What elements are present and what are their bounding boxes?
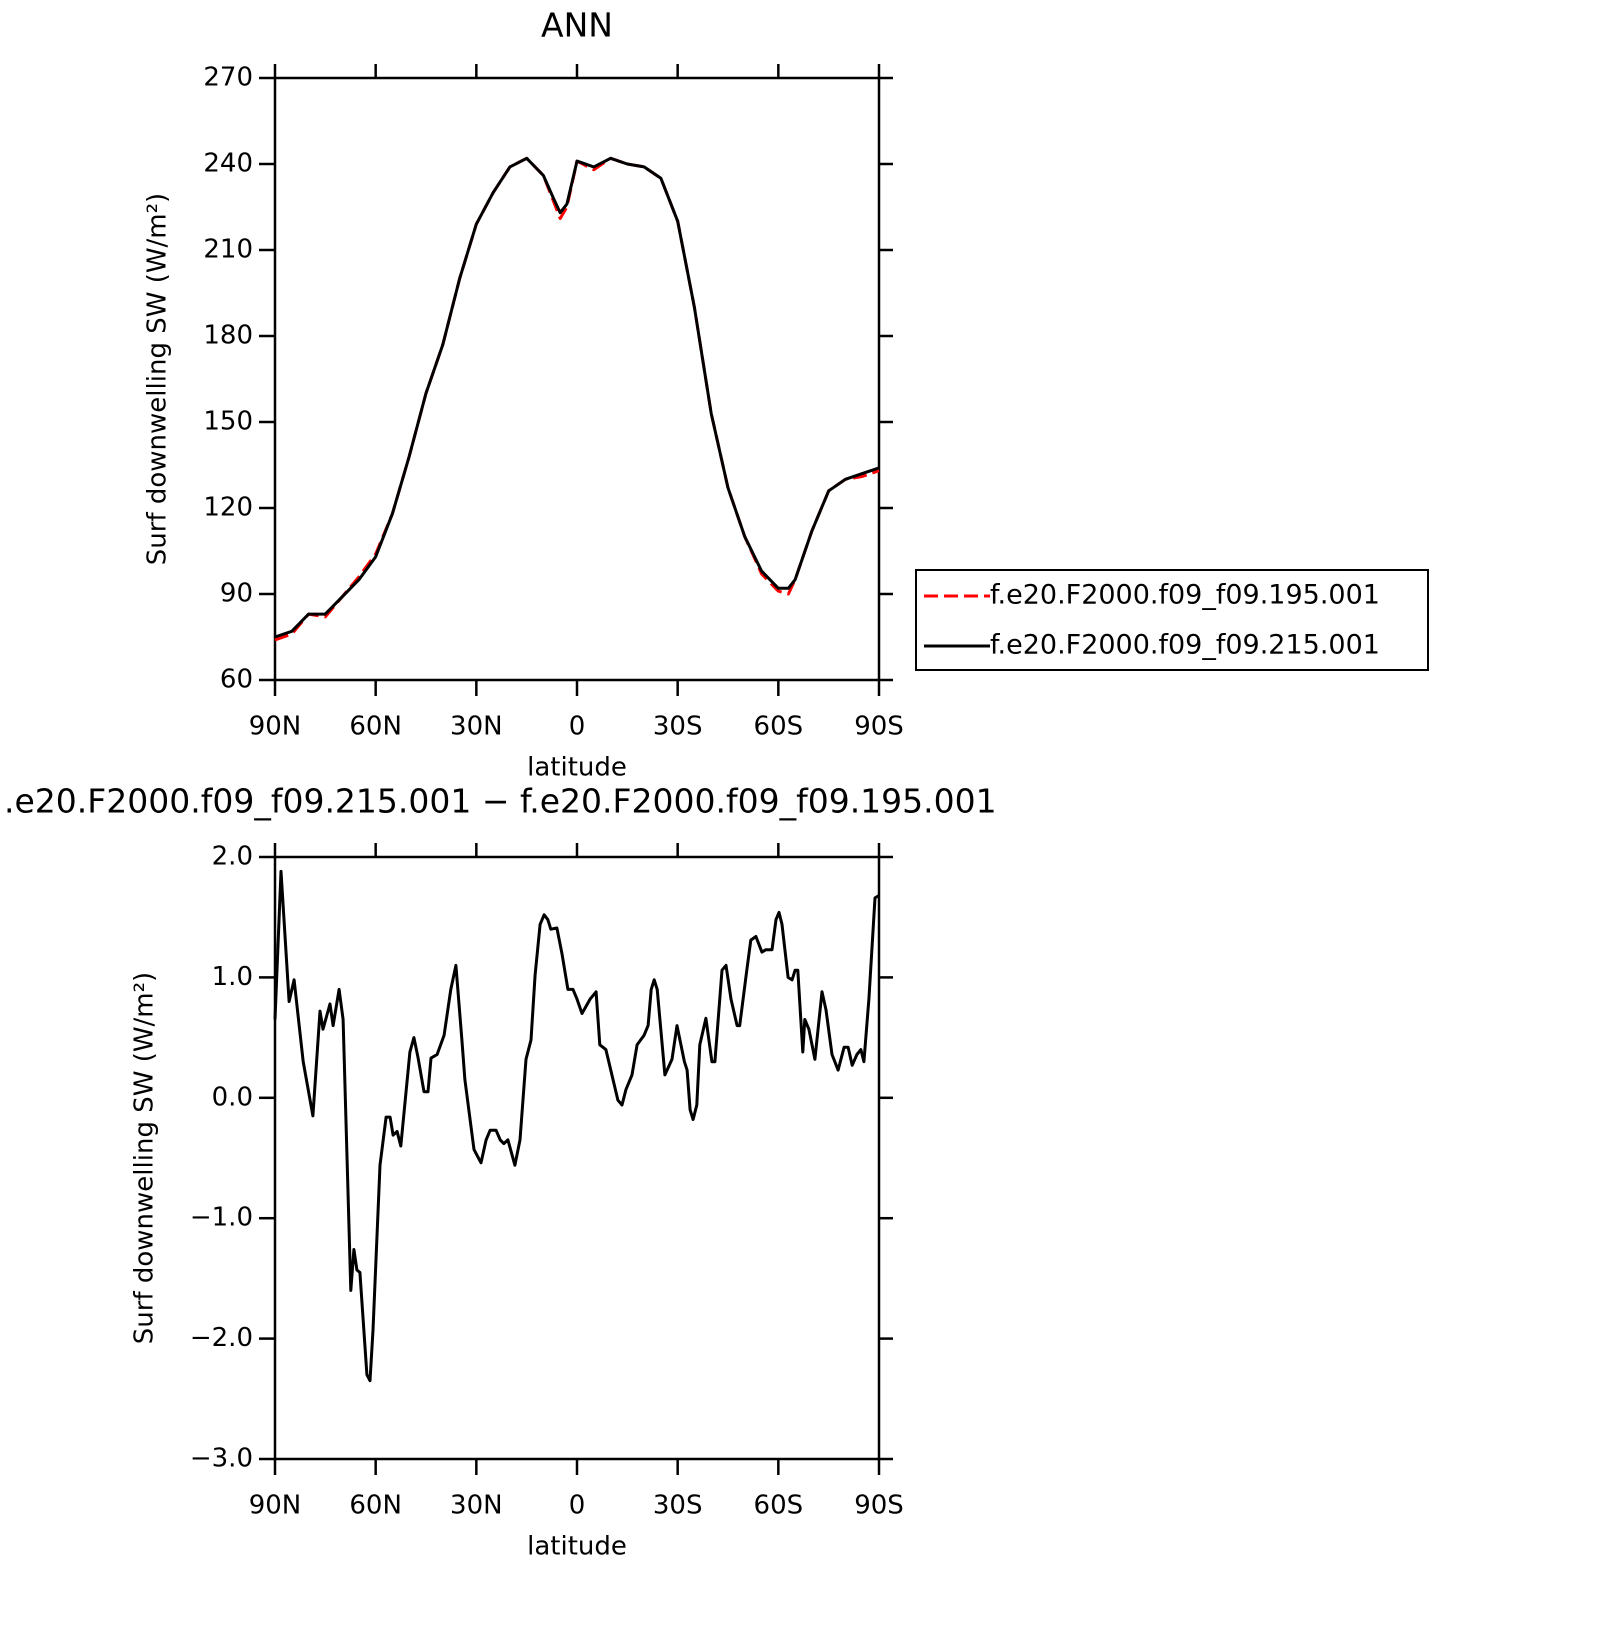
x-tick-label: 0 bbox=[569, 712, 586, 742]
x-tick-label: 90S bbox=[854, 1491, 904, 1521]
x-axis-label: latitude bbox=[527, 753, 627, 783]
legend-label: f.e20.F2000.f09_f09.195.001 bbox=[990, 580, 1380, 611]
y-tick-label: 180 bbox=[203, 321, 253, 351]
y-tick-label: 240 bbox=[203, 149, 253, 179]
y-tick-label: −2.0 bbox=[190, 1323, 253, 1353]
x-tick-label: 90N bbox=[249, 1491, 302, 1521]
x-tick-label: 60S bbox=[754, 712, 804, 742]
y-tick-label: 60 bbox=[220, 665, 253, 695]
y-tick-label: 120 bbox=[203, 493, 253, 523]
y-tick-label: 210 bbox=[203, 235, 253, 265]
chart-title: ANN bbox=[541, 6, 613, 45]
x-tick-label: 30N bbox=[450, 712, 503, 742]
y-tick-label: 150 bbox=[203, 407, 253, 437]
x-tick-label: 90S bbox=[854, 712, 904, 742]
y-axis-label: Surf downwelling SW (W/m²) bbox=[143, 193, 173, 565]
y-tick-label: −1.0 bbox=[190, 1203, 253, 1233]
chart-title: .e20.F2000.f09_f09.215.001 − f.e20.F2000… bbox=[4, 782, 997, 821]
y-tick-label: 2.0 bbox=[212, 842, 253, 872]
x-tick-label: 30S bbox=[653, 712, 703, 742]
y-tick-label: 1.0 bbox=[212, 962, 253, 992]
x-tick-label: 0 bbox=[569, 1491, 586, 1521]
x-tick-label: 90N bbox=[249, 712, 302, 742]
legend-box bbox=[915, 569, 1429, 671]
y-tick-label: 0.0 bbox=[212, 1082, 253, 1112]
y-tick-label: −3.0 bbox=[190, 1444, 253, 1474]
data-line bbox=[274, 156, 880, 642]
x-tick-label: 30N bbox=[450, 1491, 503, 1521]
data-line bbox=[273, 869, 880, 1383]
x-tick-label: 60N bbox=[349, 712, 402, 742]
x-tick-label: 30S bbox=[653, 1491, 703, 1521]
y-tick-label: 270 bbox=[203, 63, 253, 93]
data-line bbox=[274, 156, 880, 639]
x-tick-label: 60S bbox=[754, 1491, 804, 1521]
legend-label: f.e20.F2000.f09_f09.215.001 bbox=[990, 630, 1380, 661]
y-tick-label: 90 bbox=[220, 579, 253, 609]
y-axis-label: Surf downwelling SW (W/m²) bbox=[130, 972, 160, 1344]
x-axis-label: latitude bbox=[527, 1532, 627, 1562]
x-tick-label: 60N bbox=[349, 1491, 402, 1521]
